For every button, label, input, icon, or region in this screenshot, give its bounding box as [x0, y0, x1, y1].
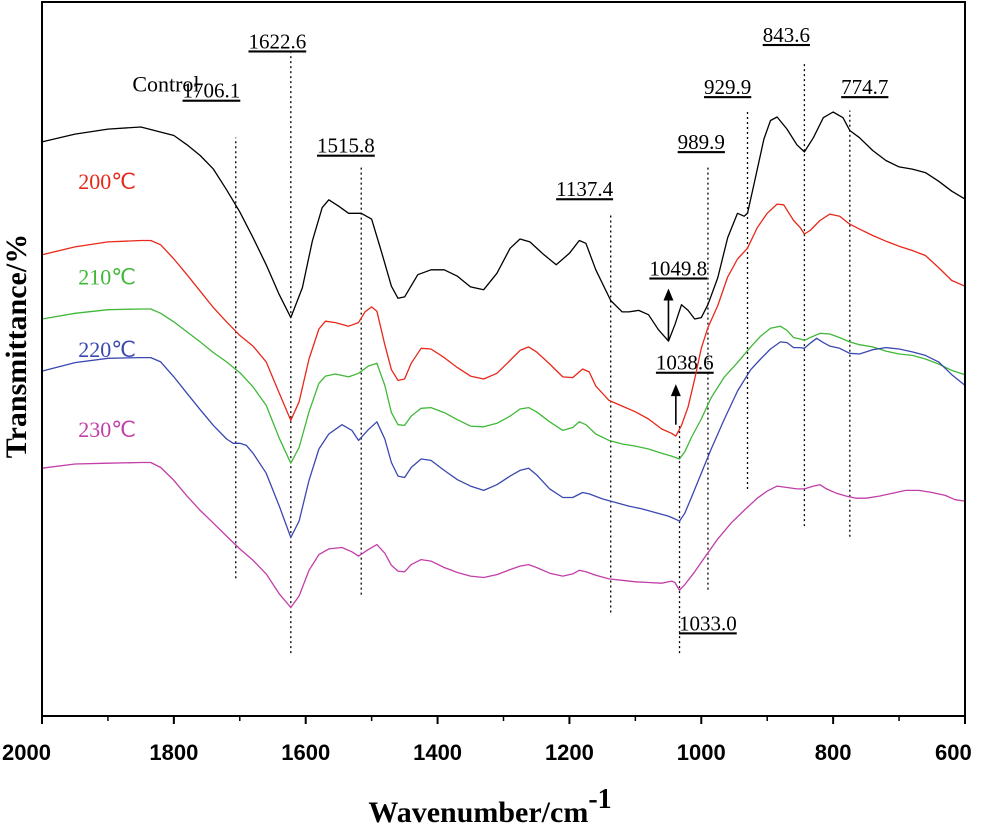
arrow-head-1049-8	[663, 288, 674, 301]
series-line-200c	[41, 203, 966, 437]
plot-content: 1706.1 1622.6 1515.8 1137.4 989.9 929.9 843.6 7…	[41, 23, 966, 654]
x-axis-ticks: 2000 1800 1600 1400 1200 1000 800 600	[2, 716, 972, 765]
peak-label-843-6: 843.6	[763, 23, 810, 47]
x-axis-title: Wavenumber/cm-1	[368, 784, 611, 829]
peak-label-1033-0: 1033.0	[679, 611, 737, 635]
arrow-label-1038-6: 1038.6	[656, 351, 714, 375]
x-tick-label-1000: 1000	[677, 740, 726, 765]
x-tick-label-800: 800	[815, 740, 852, 765]
y-axis-title: Transmittance/%	[0, 234, 33, 458]
peak-label-1137-4: 1137.4	[556, 177, 613, 201]
series-line-210c	[41, 308, 966, 464]
peak-label-1515-8: 1515.8	[317, 134, 375, 158]
plot-frame	[41, 1, 966, 717]
x-tick-label-1600: 1600	[281, 740, 330, 765]
series-label-200c: 200℃	[78, 169, 136, 194]
peak-label-1622-6: 1622.6	[248, 29, 306, 53]
series-label-230c: 230℃	[78, 417, 136, 442]
series-line-220c	[41, 337, 966, 539]
x-axis-title-superscript: -1	[588, 784, 611, 815]
x-tick-label-2000: 2000	[2, 740, 51, 765]
x-tick-label-1400: 1400	[413, 740, 462, 765]
peak-label-1706-1: 1706.1	[183, 79, 241, 103]
series-label-control: Control	[132, 71, 199, 96]
peak-label-989-9: 989.9	[678, 130, 725, 154]
series-line-control	[41, 111, 966, 342]
series-label-210c: 210℃	[78, 265, 136, 290]
x-axis-title-text: Wavenumber/cm	[368, 796, 588, 829]
peak-label-929-9: 929.9	[704, 75, 751, 99]
peak-label-774-7: 774.7	[841, 75, 888, 99]
arrow-label-1049-8: 1049.8	[649, 256, 707, 280]
x-tick-label-1200: 1200	[545, 740, 594, 765]
series-line-230c	[41, 461, 966, 609]
series-label-220c: 220℃	[78, 337, 136, 362]
x-tick-label-1800: 1800	[149, 740, 198, 765]
x-tick-label-600: 600	[935, 740, 972, 765]
arrow-head-1038-6	[670, 384, 681, 397]
